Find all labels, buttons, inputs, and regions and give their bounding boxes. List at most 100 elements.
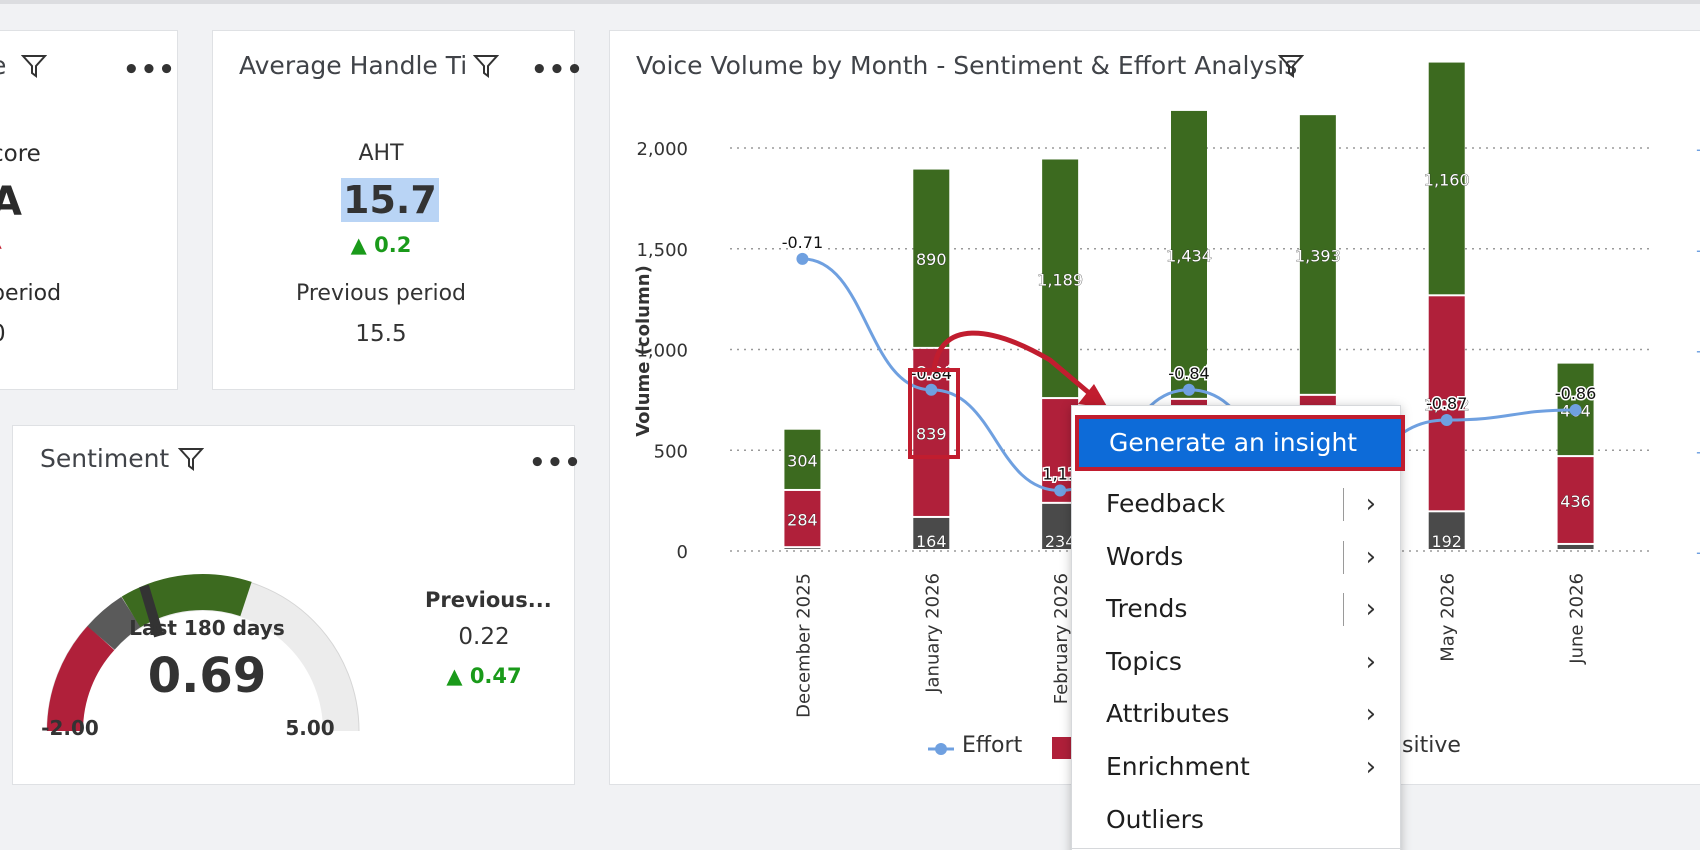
menu-item-label: Trends bbox=[1106, 594, 1188, 624]
bar-segment bbox=[1299, 115, 1336, 394]
y2-tick-label: -0.6 bbox=[1696, 139, 1700, 160]
partial-delta-icon: ▲ bbox=[0, 235, 2, 251]
delta-up-icon: ▲ bbox=[446, 664, 463, 688]
sentiment-prev-value: 0.22 bbox=[458, 624, 510, 650]
gauge-red-segment bbox=[47, 625, 115, 732]
effort-point bbox=[1054, 484, 1067, 497]
bar-segment bbox=[1171, 110, 1207, 398]
bar-segment bbox=[913, 517, 950, 549]
menu-item-attributes[interactable]: Attributes › bbox=[1072, 688, 1402, 740]
y-axis-title: Volume (column) bbox=[633, 265, 654, 437]
aht-value: 15.7 bbox=[341, 178, 439, 222]
effort-point bbox=[1183, 383, 1195, 396]
partial-prev-label: period bbox=[0, 281, 62, 306]
bar-segment bbox=[1428, 296, 1465, 511]
volume-chart: 0 500 1,000 1,500 2,000 -1.0 -0.9 -0.8 -0.7 -0.6 V… bbox=[633, 62, 1700, 718]
menu-item-label: Words bbox=[1106, 541, 1184, 571]
delta-up-icon: ▲ bbox=[350, 233, 367, 257]
menu-item-label: Feedback bbox=[1106, 489, 1226, 518]
menu-item-separator bbox=[1343, 593, 1344, 627]
aht-card: Average Handle Ti ••• AHT 15.7 ▲ 0.2 Pre… bbox=[212, 30, 583, 390]
y-tick-label: 2,000 bbox=[636, 139, 688, 160]
bar-data-label: 839 bbox=[916, 424, 947, 443]
bar-data-label: 164 bbox=[916, 532, 947, 551]
bar-segment bbox=[784, 548, 821, 549]
chevron-right-icon: › bbox=[1365, 489, 1376, 519]
bar-segment bbox=[913, 169, 950, 347]
bar-data-label: 436 bbox=[1560, 492, 1591, 511]
effort-data-label: -0.84 bbox=[911, 364, 952, 383]
legend-effort-label: Effort bbox=[962, 733, 1023, 758]
sentiment-delta: ▲ 0.47 bbox=[425, 664, 543, 688]
menu-item-separator bbox=[1343, 488, 1344, 521]
bar-segment bbox=[1428, 512, 1465, 549]
x-tick-label: December 2025 bbox=[793, 573, 814, 718]
chevron-right-icon: › bbox=[1365, 752, 1376, 782]
effort-data-label: 1,11 bbox=[1042, 465, 1078, 484]
effort-data-label: -0.71 bbox=[782, 233, 823, 252]
aht-prev-label: Previous period bbox=[295, 281, 467, 306]
bar-data-label: 1,160 bbox=[1424, 170, 1470, 189]
bar-data-label: 192 bbox=[1431, 532, 1462, 551]
menu-item-words[interactable]: Words › bbox=[1072, 531, 1402, 583]
chevron-right-icon: › bbox=[1365, 646, 1376, 677]
partial-card-title: e bbox=[0, 51, 6, 80]
gauge-green-segment bbox=[121, 574, 252, 628]
chart-card-title: Voice Volume by Month - Sentiment & Effo… bbox=[636, 51, 1298, 80]
menu-item-topics[interactable]: Topics › bbox=[1072, 636, 1402, 688]
effort-data-label: -0.86 bbox=[1555, 384, 1596, 403]
y2-tick-label: -1.0 bbox=[1696, 542, 1700, 563]
chevron-right-icon: › bbox=[1365, 541, 1376, 572]
sentiment-prev-label: Previous... bbox=[425, 588, 552, 612]
gauge-caption: Last 180 days bbox=[129, 616, 285, 640]
partial-prev-value: 0 bbox=[0, 321, 6, 347]
bar-segment bbox=[784, 429, 821, 489]
aht-card-title: Average Handle Ti bbox=[239, 51, 468, 80]
aht-metric-label: AHT bbox=[358, 141, 404, 166]
x-tick-label: February 2026 bbox=[1051, 573, 1072, 704]
bar-data-label: 284 bbox=[787, 511, 818, 530]
x-tick-label: May 2026 bbox=[1438, 573, 1459, 662]
bar-segment bbox=[784, 490, 821, 547]
sentiment-card-title: Sentiment bbox=[40, 444, 170, 473]
effort-data-label: -0.87 bbox=[1426, 394, 1467, 413]
y-tick-label: 500 bbox=[654, 441, 688, 462]
aht-delta-value: 0.2 bbox=[374, 233, 412, 257]
x-tick-label: June 2026 bbox=[1567, 573, 1588, 665]
partial-metric-label: core bbox=[0, 141, 41, 167]
bar-data-label: 1,393 bbox=[1295, 247, 1341, 266]
partial-metric-value: A bbox=[0, 179, 22, 225]
chevron-right-icon: › bbox=[1365, 594, 1376, 625]
sentiment-delta-value: 0.47 bbox=[469, 664, 522, 688]
menu-item-generate-insight[interactable]: Generate an insight bbox=[1075, 415, 1405, 471]
more-options-icon[interactable]: ••• bbox=[123, 55, 176, 85]
legend-neutral-swatch bbox=[1052, 737, 1074, 759]
filter-icon[interactable] bbox=[472, 53, 500, 83]
menu-item-label: Outliers bbox=[1106, 804, 1204, 834]
effort-point bbox=[925, 383, 938, 396]
y-tick-label: 1,500 bbox=[636, 240, 688, 261]
bar-data-label: 304 bbox=[787, 451, 818, 470]
effort-point bbox=[796, 252, 809, 265]
filter-icon[interactable] bbox=[1277, 53, 1305, 83]
menu-item-outliers[interactable]: Outliers bbox=[1072, 794, 1402, 846]
gauge-gray-segment bbox=[87, 596, 142, 651]
more-options-icon[interactable]: ••• bbox=[531, 55, 584, 85]
menu-item-label: Enrichment bbox=[1106, 752, 1250, 781]
bar-data-label: 1,072 bbox=[1424, 395, 1470, 414]
menu-item-feedback[interactable]: Feedback › bbox=[1072, 478, 1402, 530]
effort-data-label: -0.84 bbox=[1168, 364, 1209, 383]
sentiment-gauge bbox=[46, 574, 360, 732]
top-divider bbox=[0, 0, 1700, 4]
more-options-icon[interactable]: ••• bbox=[529, 448, 582, 478]
y2-tick-label: -0.9 bbox=[1696, 441, 1700, 462]
menu-item-trends[interactable]: Trends › bbox=[1072, 583, 1402, 635]
effort-point bbox=[1569, 403, 1582, 416]
menu-item-separator bbox=[1343, 540, 1344, 574]
menu-item-enrichment[interactable]: Enrichment › bbox=[1072, 741, 1402, 793]
menu-item-label: Topics bbox=[1106, 646, 1182, 676]
gauge-max: 5.00 bbox=[285, 716, 335, 740]
filter-icon[interactable] bbox=[177, 446, 205, 476]
bar-data-label: 1,434 bbox=[1166, 246, 1212, 265]
filter-icon[interactable] bbox=[20, 53, 48, 83]
